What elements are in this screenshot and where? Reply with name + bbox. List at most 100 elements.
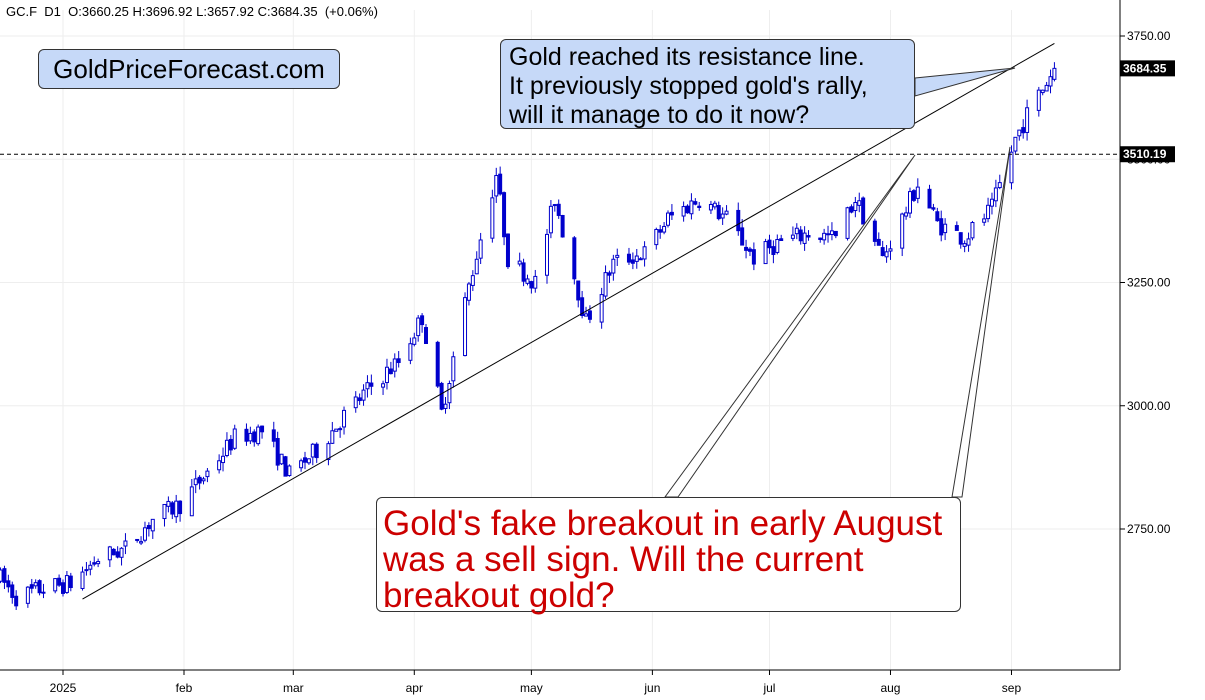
time-tick-label: aug bbox=[880, 681, 900, 695]
candle-body bbox=[880, 247, 885, 257]
candle-body bbox=[361, 389, 366, 401]
candle-body bbox=[201, 478, 206, 482]
candle bbox=[876, 232, 881, 246]
candle bbox=[927, 184, 932, 209]
candle-body bbox=[326, 443, 331, 461]
candle-body bbox=[666, 212, 670, 226]
candle-body bbox=[80, 571, 85, 589]
candle bbox=[299, 458, 304, 472]
candle-body bbox=[693, 201, 698, 205]
candle-body bbox=[420, 315, 425, 326]
candle-body bbox=[658, 229, 663, 233]
candle-body bbox=[904, 212, 909, 217]
candle bbox=[904, 206, 909, 220]
candle-body bbox=[29, 584, 34, 589]
candle bbox=[662, 222, 667, 235]
candle bbox=[908, 187, 912, 218]
candle-body bbox=[96, 561, 101, 565]
breakout-annotation: Gold's fake breakout in early August was… bbox=[376, 497, 961, 614]
candle-body bbox=[689, 200, 694, 215]
candle-body bbox=[989, 198, 994, 207]
candle-body bbox=[986, 204, 991, 220]
candle-body bbox=[724, 210, 729, 215]
candle-body bbox=[61, 582, 65, 594]
candle-body bbox=[135, 538, 140, 541]
candle bbox=[174, 494, 179, 524]
candle-body bbox=[463, 297, 468, 357]
candle bbox=[638, 257, 643, 261]
candle-body bbox=[603, 272, 608, 297]
candle bbox=[150, 518, 155, 539]
candle bbox=[939, 210, 944, 242]
change-label: (+0.06%) bbox=[324, 4, 378, 19]
candle-body bbox=[64, 575, 69, 593]
candle bbox=[166, 496, 171, 513]
candle bbox=[314, 442, 319, 463]
candle bbox=[966, 232, 971, 252]
price-tick-label: 2750.00 bbox=[1127, 522, 1171, 536]
candle-body bbox=[779, 238, 784, 241]
candle bbox=[135, 538, 140, 543]
candle bbox=[775, 234, 780, 255]
candle bbox=[751, 242, 756, 271]
candle bbox=[420, 313, 425, 333]
candle bbox=[529, 280, 534, 294]
candle-body bbox=[545, 233, 549, 276]
candle bbox=[424, 324, 428, 344]
candle bbox=[587, 305, 592, 324]
time-tick-label: feb bbox=[176, 681, 193, 695]
candle-body bbox=[521, 262, 526, 282]
candle-body bbox=[802, 232, 807, 244]
candle bbox=[111, 548, 116, 556]
candle-body bbox=[205, 470, 210, 478]
resistance-annotation: Gold reached its resistance line. It pre… bbox=[500, 39, 915, 129]
candle bbox=[833, 230, 838, 239]
candle-body bbox=[275, 438, 280, 466]
candle bbox=[260, 425, 265, 439]
candle bbox=[33, 579, 38, 589]
candle-body bbox=[451, 356, 456, 382]
candle bbox=[193, 470, 198, 494]
candle-body bbox=[634, 255, 639, 262]
price-tick-label: 3250.00 bbox=[1127, 276, 1171, 290]
candle bbox=[993, 179, 998, 208]
candle bbox=[57, 574, 62, 587]
candle-body bbox=[1021, 127, 1026, 134]
candle-body bbox=[552, 204, 557, 207]
breakout-pointer-august bbox=[664, 154, 916, 498]
candle-body bbox=[53, 578, 58, 592]
candle-body bbox=[388, 368, 393, 375]
candle bbox=[388, 361, 393, 375]
candle-body bbox=[1036, 89, 1041, 111]
candle bbox=[669, 204, 674, 220]
candle bbox=[197, 475, 202, 490]
candle bbox=[857, 192, 862, 213]
candle-body bbox=[228, 438, 233, 451]
candle-body bbox=[88, 564, 93, 570]
chart-overlay bbox=[0, 42, 1120, 600]
candle-body bbox=[888, 248, 893, 252]
candle bbox=[365, 375, 370, 398]
candle bbox=[205, 468, 210, 483]
candle bbox=[970, 220, 975, 241]
candle bbox=[439, 381, 444, 411]
candle-body bbox=[751, 249, 756, 265]
candle-body bbox=[162, 503, 167, 520]
candle-body bbox=[900, 213, 905, 249]
high-label: H:3696.92 bbox=[132, 4, 193, 19]
candle bbox=[1040, 89, 1045, 96]
candle bbox=[107, 545, 112, 568]
candle bbox=[576, 280, 581, 308]
candle-body bbox=[494, 175, 499, 197]
candle bbox=[931, 203, 936, 212]
candle-body bbox=[857, 200, 862, 206]
candle-body bbox=[580, 297, 585, 317]
candle-body bbox=[872, 220, 877, 242]
breakout-pointer-september bbox=[951, 146, 1011, 498]
candle-body bbox=[146, 525, 151, 530]
candle bbox=[767, 234, 772, 254]
time-tick-label: 2025 bbox=[50, 681, 77, 695]
candle bbox=[248, 426, 253, 445]
candle bbox=[771, 240, 776, 264]
candle-body bbox=[478, 239, 483, 259]
